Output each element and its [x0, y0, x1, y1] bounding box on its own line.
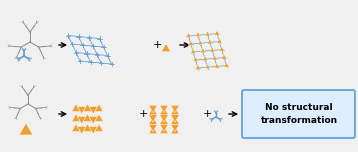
Polygon shape: [83, 124, 92, 131]
Polygon shape: [95, 114, 103, 121]
Polygon shape: [149, 105, 157, 113]
Polygon shape: [19, 123, 33, 135]
Polygon shape: [171, 107, 179, 115]
Polygon shape: [160, 117, 168, 124]
Polygon shape: [95, 124, 103, 131]
Polygon shape: [77, 116, 86, 124]
Polygon shape: [219, 46, 224, 51]
Polygon shape: [72, 114, 80, 121]
Polygon shape: [149, 126, 157, 134]
Polygon shape: [198, 40, 203, 45]
Polygon shape: [83, 104, 92, 112]
Polygon shape: [190, 49, 196, 54]
Text: +: +: [138, 109, 148, 119]
Polygon shape: [161, 43, 171, 52]
Polygon shape: [212, 55, 217, 60]
Polygon shape: [83, 114, 92, 121]
Polygon shape: [205, 31, 210, 36]
Polygon shape: [77, 107, 86, 114]
Polygon shape: [72, 124, 80, 131]
Polygon shape: [72, 104, 80, 112]
Polygon shape: [207, 39, 213, 44]
Polygon shape: [149, 107, 157, 115]
Polygon shape: [160, 124, 168, 132]
FancyBboxPatch shape: [242, 90, 355, 138]
Polygon shape: [214, 30, 220, 35]
Polygon shape: [188, 41, 194, 46]
Polygon shape: [160, 107, 168, 115]
Polygon shape: [171, 115, 179, 122]
Polygon shape: [171, 126, 179, 134]
Polygon shape: [195, 65, 201, 70]
Polygon shape: [160, 105, 168, 113]
Polygon shape: [221, 54, 227, 59]
Polygon shape: [214, 63, 220, 68]
Polygon shape: [171, 117, 179, 124]
Polygon shape: [149, 115, 157, 122]
Polygon shape: [193, 57, 198, 62]
Polygon shape: [160, 126, 168, 134]
Polygon shape: [186, 33, 191, 38]
Polygon shape: [217, 38, 222, 43]
Polygon shape: [209, 47, 215, 52]
Polygon shape: [149, 117, 157, 124]
Polygon shape: [89, 126, 98, 134]
Polygon shape: [95, 104, 103, 112]
Polygon shape: [224, 62, 229, 67]
Polygon shape: [171, 124, 179, 132]
Polygon shape: [205, 64, 210, 69]
Polygon shape: [77, 126, 86, 134]
Polygon shape: [195, 32, 201, 37]
Text: No structural
transformation: No structural transformation: [260, 103, 338, 125]
Polygon shape: [171, 105, 179, 113]
Polygon shape: [149, 124, 157, 132]
Polygon shape: [89, 107, 98, 114]
Polygon shape: [89, 116, 98, 124]
Polygon shape: [200, 48, 205, 53]
Text: +: +: [202, 109, 212, 119]
Polygon shape: [202, 56, 208, 61]
Polygon shape: [160, 115, 168, 122]
Text: +: +: [152, 40, 162, 50]
